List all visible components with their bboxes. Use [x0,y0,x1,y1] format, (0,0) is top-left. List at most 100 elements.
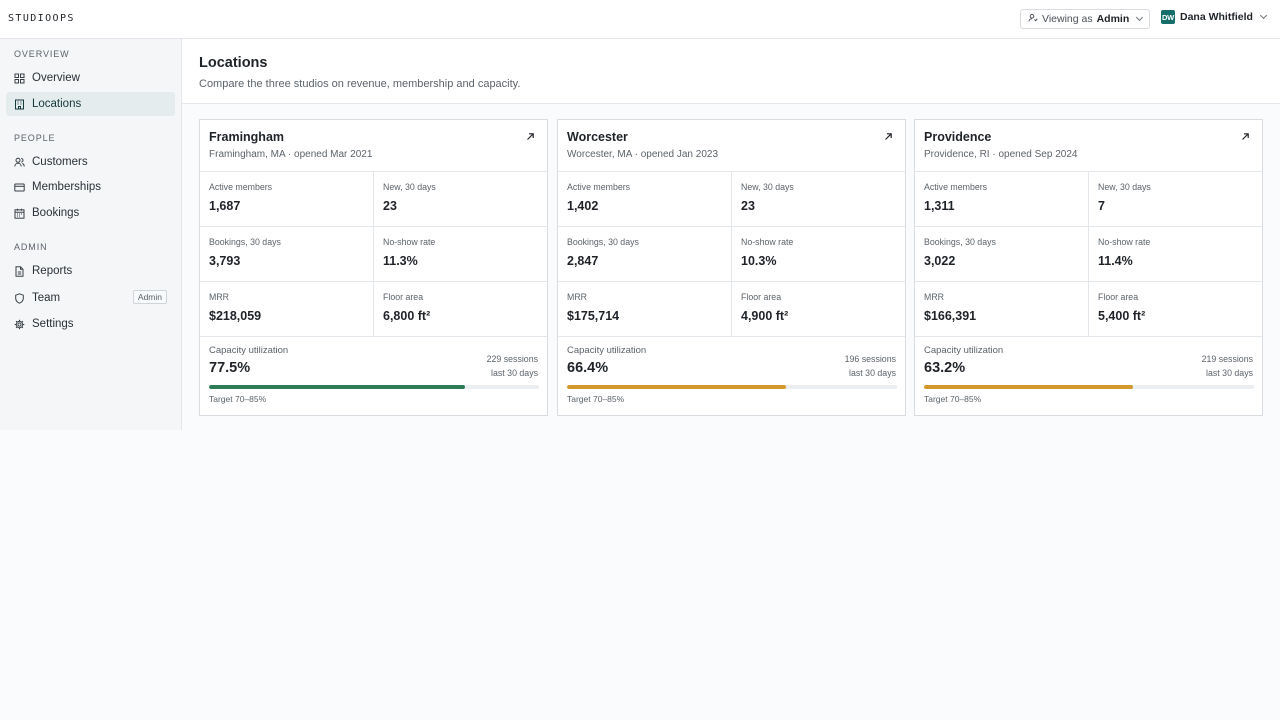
location-card[interactable]: Providence Providence, RI · opened Sep 20… [914,119,1263,416]
capacity-target: Target 70–85% [924,394,982,404]
user-name: Dana Whitfield [1180,11,1253,23]
metric-cell: Bookings, 30 days 3,022 [915,227,1089,282]
metric-label: Active members [209,182,273,192]
card-header: Worcester Worcester, MA · opened Jan 2023 [558,120,905,172]
metric-label: Floor area [383,292,424,302]
sidebar-item-label: Settings [32,318,74,330]
user-switch-icon [1028,13,1038,26]
location-card[interactable]: Worcester Worcester, MA · opened Jan 2023… [557,119,906,416]
metric-label: No-show rate [741,237,794,247]
location-card[interactable]: Framingham Framingham, MA · opened Mar 20… [199,119,548,416]
page-title: Locations [199,55,268,71]
metric-label: New, 30 days [383,182,436,192]
sidebar-item-label: Locations [32,98,82,110]
location-meta: Framingham, MA · opened Mar 2021 [209,149,373,160]
metric-value: 3,022 [924,254,956,268]
metric-value: 1,687 [209,199,241,213]
metric-cell: MRR $175,714 [558,282,732,337]
sessions-count: 229 sessions last 30 days [487,352,538,380]
section-label-overview: OVERVIEW [14,49,70,59]
capacity-label: Capacity utilization [924,345,1004,356]
building-icon [14,99,25,110]
sidebar-item-overview[interactable]: Overview [6,66,175,90]
location-meta: Worcester, MA · opened Jan 2023 [567,149,719,160]
metric-value: 11.4% [1098,254,1133,268]
sessions-total: 229 sessions [486,354,538,364]
capacity-value: 66.4% [567,360,609,376]
view-as-switcher[interactable]: Viewing as Admin [1020,9,1150,29]
metric-label: No-show rate [1098,237,1151,247]
page-subtitle: Compare the three studios on revenue, me… [199,78,521,90]
metric-cell: MRR $218,059 [200,282,374,337]
metric-cell: New, 30 days 23 [732,172,905,227]
metric-label: New, 30 days [741,182,794,192]
sidebar-item-reports[interactable]: Reports [6,259,175,283]
sidebar-item-label: Customers [32,156,88,168]
section-label-people: PEOPLE [14,133,56,143]
metric-label: No-show rate [383,237,436,247]
sidebar-item-settings[interactable]: Settings [6,312,175,336]
sidebar-item-label: Reports [32,265,73,277]
shield-icon [14,292,25,304]
capacity-bar [209,385,539,389]
brand-logo[interactable]: STUDIOOPS [8,13,75,24]
view-as-prefix: Viewing as [1042,13,1093,25]
sidebar-item-memberships[interactable]: Memberships [6,175,175,199]
metric-value: 1,402 [567,199,599,213]
chevron-down-icon [1259,11,1267,20]
capacity-bar-fill [924,385,1133,389]
sessions-period: last 30 days [491,368,538,378]
metric-cell: Active members 1,311 [915,172,1089,227]
sidebar-item-label: Team [32,292,61,304]
metric-value: 6,800 ft² [383,309,431,323]
location-name: Worcester [567,130,628,144]
sessions-period: last 30 days [849,368,896,378]
sidebar: OVERVIEW Overview Locations PEOPLE Custo… [0,39,182,430]
document-icon [14,265,25,277]
metric-value: 10.3% [741,254,777,268]
metric-label: MRR [924,292,945,302]
metric-label: Active members [567,182,631,192]
user-menu[interactable]: DW Dana Whitfield [1161,10,1267,24]
grid-icon [14,73,25,84]
open-location-icon[interactable] [884,132,893,141]
sidebar-item-team[interactable]: Team Admin [6,286,175,310]
metric-label: Floor area [741,292,782,302]
sessions-total: 196 sessions [844,354,896,364]
metric-label: Active members [924,182,988,192]
metric-value: 11.3% [383,254,418,268]
users-icon [14,157,25,168]
capacity-label: Capacity utilization [209,345,289,356]
page-header: Locations Compare the three studios on r… [182,39,1280,104]
metric-cell: Bookings, 30 days 2,847 [558,227,732,282]
card-icon [14,182,25,193]
sessions-total: 219 sessions [1201,354,1253,364]
metric-cell: Active members 1,687 [200,172,374,227]
capacity-value: 63.2% [924,360,966,376]
sidebar-item-bookings[interactable]: Bookings [6,201,175,225]
capacity-bar-fill [209,385,465,389]
sidebar-item-locations[interactable]: Locations [6,92,175,116]
capacity-bar [567,385,897,389]
metric-value: 23 [383,199,397,213]
top-bar: STUDIOOPS Viewing as Admin DW Dana Whitf… [0,0,1280,39]
sessions-period: last 30 days [1206,368,1253,378]
metric-label: Bookings, 30 days [567,237,639,247]
metric-value: 23 [741,199,755,213]
metric-value: 5,400 ft² [1098,309,1146,323]
metric-value: $218,059 [209,309,262,323]
calendar-icon [14,208,25,219]
metric-label: Bookings, 30 days [209,237,281,247]
open-location-icon[interactable] [526,132,535,141]
open-location-icon[interactable] [1241,132,1250,141]
metric-value: 3,793 [209,254,241,268]
metric-cell: Bookings, 30 days 3,793 [200,227,374,282]
capacity-bar [924,385,1254,389]
metric-label: Bookings, 30 days [924,237,996,247]
metric-value: $166,391 [924,309,977,323]
metric-label: MRR [209,292,230,302]
sidebar-item-customers[interactable]: Customers [6,150,175,174]
capacity-bar-fill [567,385,787,389]
gear-icon [14,319,25,330]
sidebar-item-label: Overview [32,72,80,84]
